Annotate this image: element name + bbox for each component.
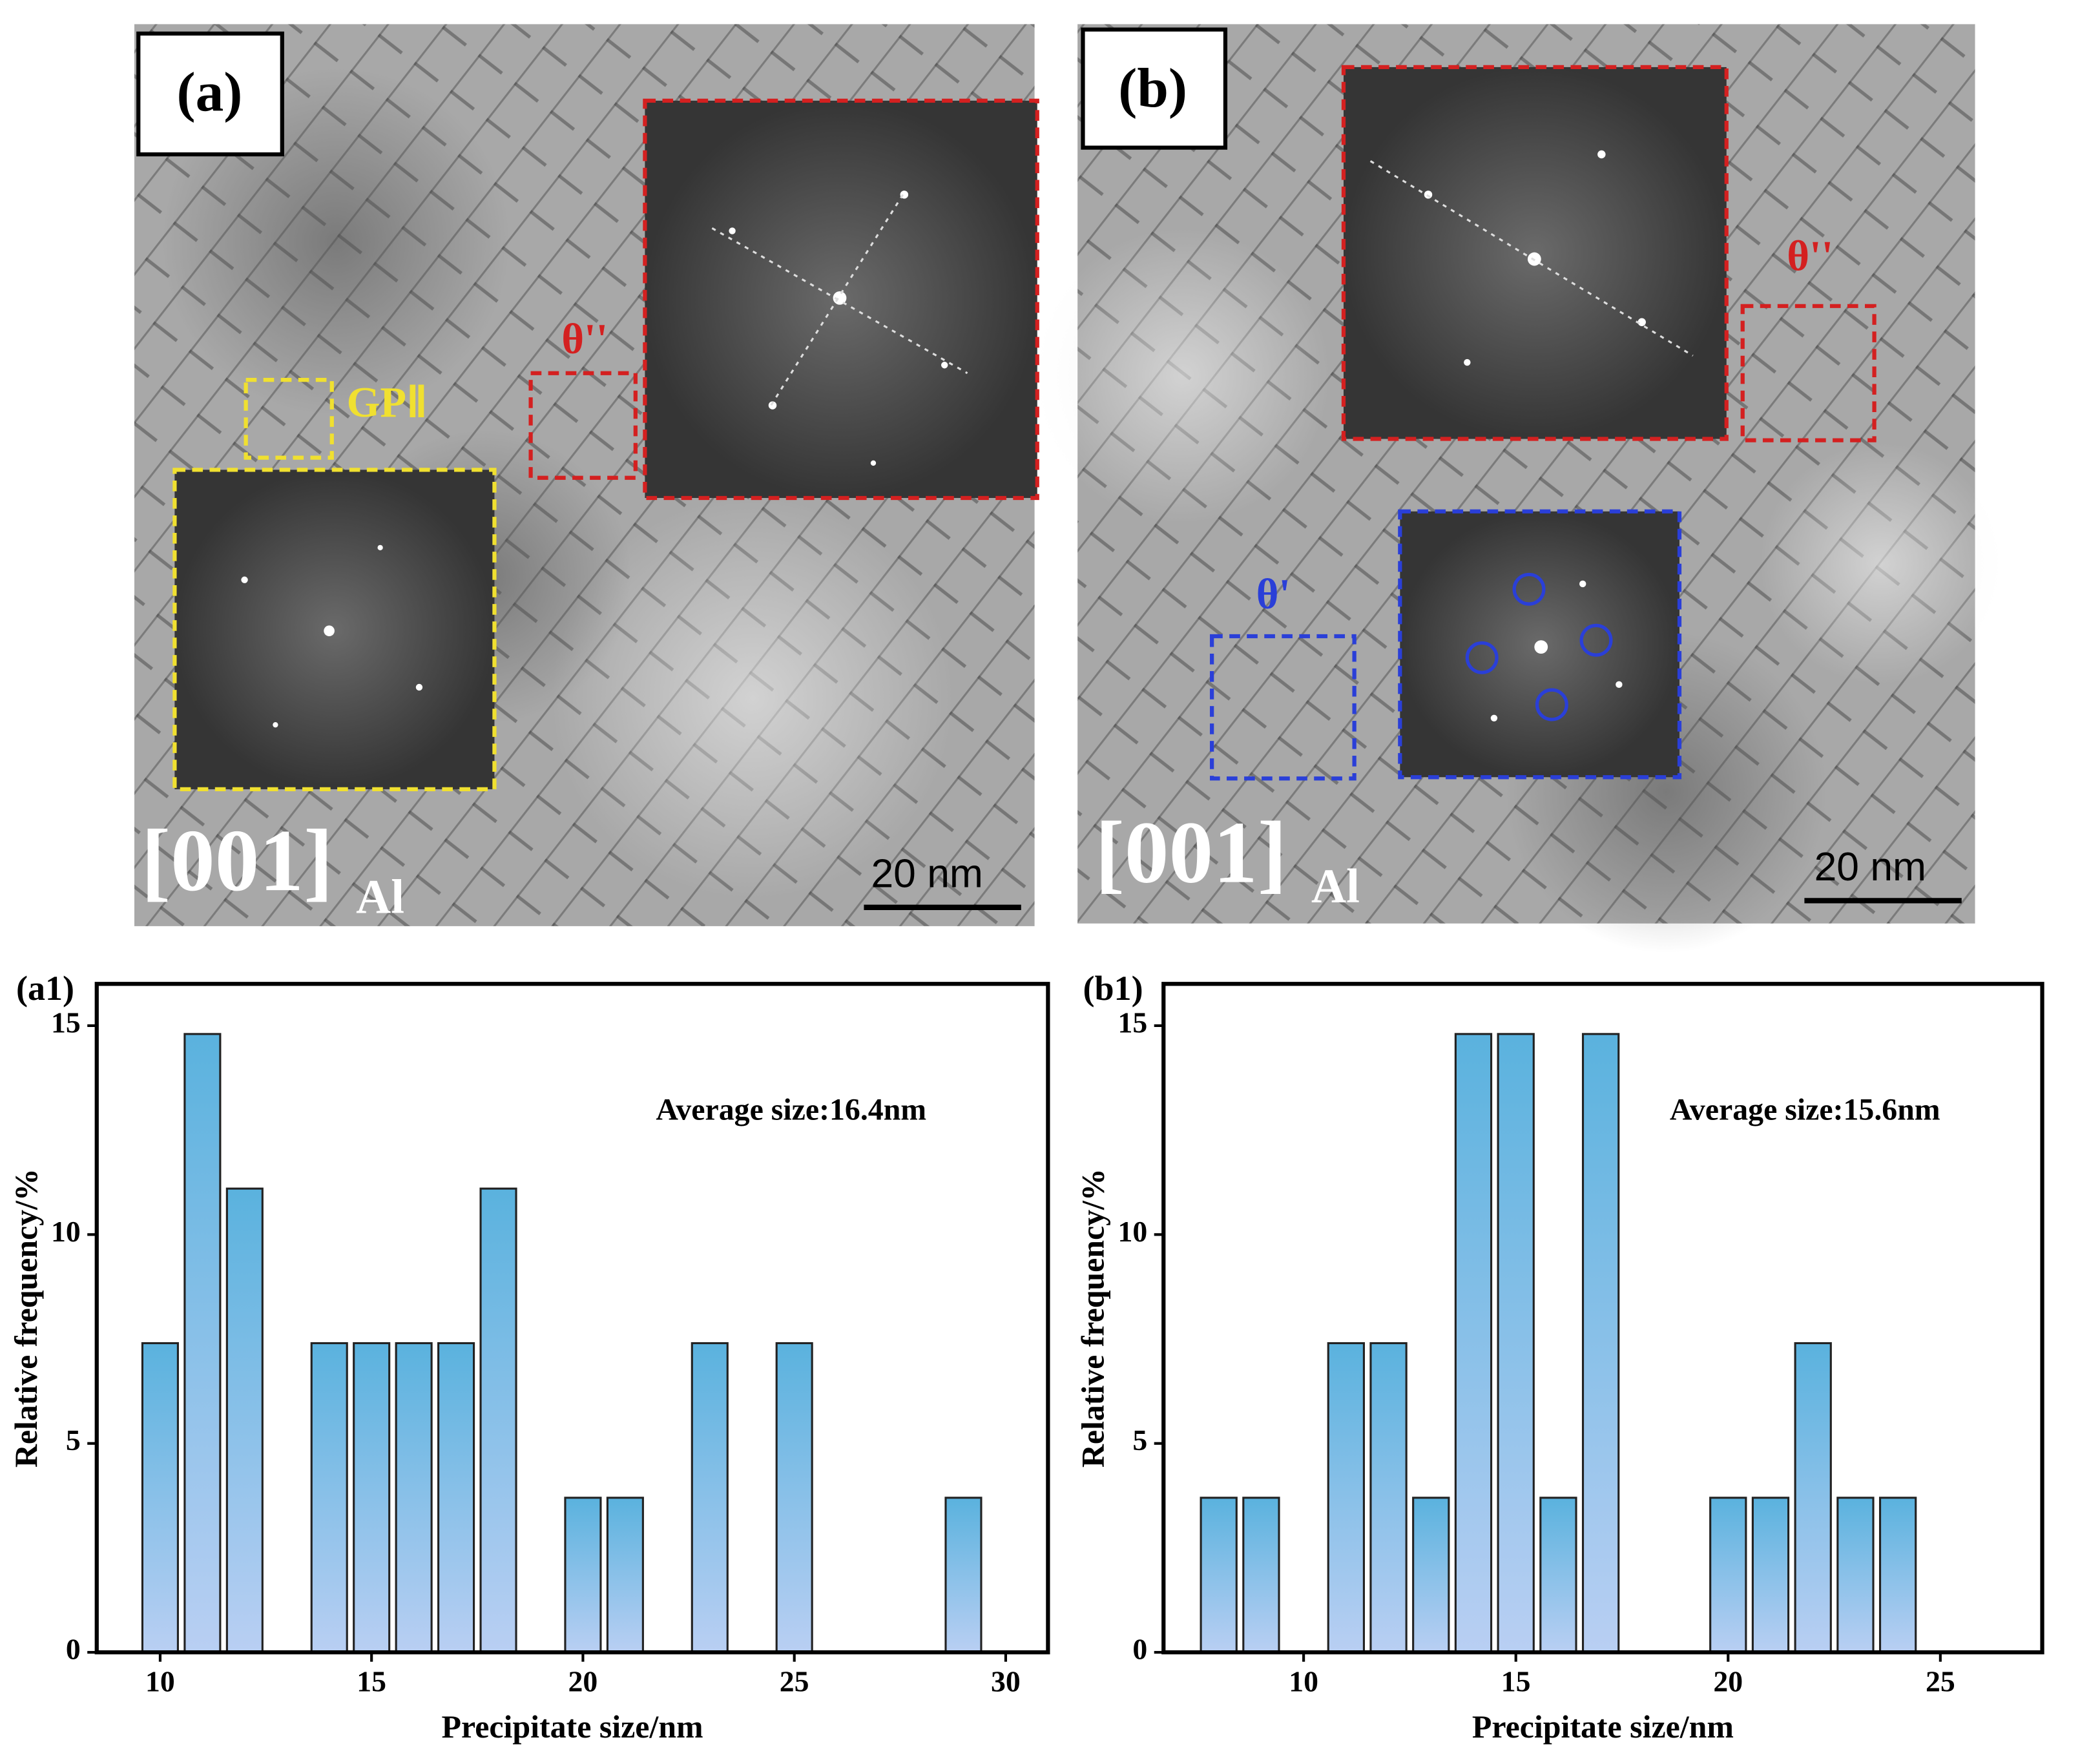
bar <box>437 1342 475 1654</box>
scale-label: 20 nm <box>871 851 982 896</box>
x-tick-label: 30 <box>991 1665 1021 1698</box>
bar <box>141 1342 179 1654</box>
bar <box>225 1187 264 1654</box>
shade <box>550 496 954 900</box>
fft-streak <box>1369 160 1694 357</box>
y-tick-label: 0 <box>66 1633 81 1666</box>
y-tick-label: 15 <box>1118 1006 1148 1039</box>
fft-streak <box>711 227 968 375</box>
x-axis-label: Precipitate size/nm <box>442 1709 703 1745</box>
bar <box>1794 1342 1832 1654</box>
bar <box>1581 1033 1620 1654</box>
bar <box>775 1342 813 1654</box>
annotation: Average size:15.6nm <box>1670 1093 1940 1127</box>
annotation: θ'' <box>561 316 608 363</box>
theta-box <box>528 371 638 480</box>
bar <box>1497 1033 1535 1654</box>
x-tick-label: 20 <box>1713 1665 1743 1698</box>
bar <box>1836 1497 1875 1654</box>
bar <box>1200 1497 1238 1654</box>
bar <box>1242 1497 1280 1654</box>
bar <box>479 1187 517 1654</box>
scale-label: 20 nm <box>1814 845 1926 889</box>
panel-label: (a) <box>177 61 243 123</box>
bar <box>395 1342 433 1654</box>
theta-prime-box <box>1210 634 1357 781</box>
bar <box>606 1497 644 1654</box>
zone-axis: [001] <box>1095 804 1287 902</box>
fft-spots <box>241 545 423 728</box>
bar <box>353 1342 391 1654</box>
fft-spots <box>1490 580 1623 721</box>
panel-label: (b) <box>1118 57 1187 119</box>
bar <box>691 1342 729 1654</box>
plot-frame <box>1161 982 2044 1655</box>
x-tick-label: 10 <box>1289 1665 1318 1698</box>
shade <box>1034 228 1331 524</box>
bar <box>183 1033 222 1654</box>
label-box <box>1081 27 1228 150</box>
bar <box>1369 1342 1408 1654</box>
fft-spots <box>1424 150 1646 366</box>
annotation: θ'' <box>1787 233 1833 280</box>
panel-label: (a1) <box>16 969 74 1008</box>
y-tick-label: 10 <box>51 1215 81 1248</box>
bar <box>1412 1497 1450 1654</box>
y-tick-label: 15 <box>51 1006 81 1039</box>
bar <box>1878 1497 1917 1654</box>
bar <box>1751 1497 1790 1654</box>
bar <box>1709 1497 1747 1654</box>
annotation: θ' <box>1256 571 1291 618</box>
x-axis-label: Precipitate size/nm <box>1472 1709 1734 1745</box>
x-tick-label: 15 <box>357 1665 386 1698</box>
x-tick-label: 15 <box>1501 1665 1531 1698</box>
y-tick-label: 5 <box>1132 1424 1147 1457</box>
x-tick-label: 10 <box>145 1665 175 1698</box>
bar <box>1454 1033 1493 1654</box>
annotation: GPⅡ <box>347 379 428 426</box>
diffraction-circles <box>1465 572 1613 721</box>
fft-inset <box>172 468 497 792</box>
theta-box <box>1740 304 1876 442</box>
plot-frame <box>94 982 1050 1655</box>
tem-panel-b: (b) θ'' θ' [001] Al 20 nm <box>1034 24 2002 953</box>
y-tick-label: 5 <box>66 1424 81 1457</box>
x-tick-label: 25 <box>780 1665 809 1698</box>
zone-axis-sub: Al <box>1311 860 1360 913</box>
x-tick-label: 20 <box>568 1665 598 1698</box>
gp-box <box>244 377 334 460</box>
bar <box>1327 1342 1365 1654</box>
y-axis-label: Relative frequency/% <box>1076 1168 1111 1468</box>
zone-axis-sub: Al <box>356 871 404 924</box>
bar <box>944 1497 982 1654</box>
y-axis-label: Relative frequency/% <box>8 1168 44 1468</box>
zone-axis: [001] <box>141 811 333 909</box>
y-tick-label: 0 <box>1132 1633 1147 1666</box>
annotation: Average size:16.4nm <box>656 1093 926 1127</box>
label-box <box>136 31 284 157</box>
panel-label: (b1) <box>1083 969 1143 1008</box>
shade <box>1760 442 2002 685</box>
x-tick-label: 25 <box>1926 1665 1955 1698</box>
y-tick-label: 10 <box>1118 1215 1148 1248</box>
bar <box>1539 1497 1577 1654</box>
bar <box>564 1497 602 1654</box>
tem-panel-a: (a) GPⅡ θ'' [001] Al 20 nm <box>134 24 1039 926</box>
bar <box>310 1342 348 1654</box>
